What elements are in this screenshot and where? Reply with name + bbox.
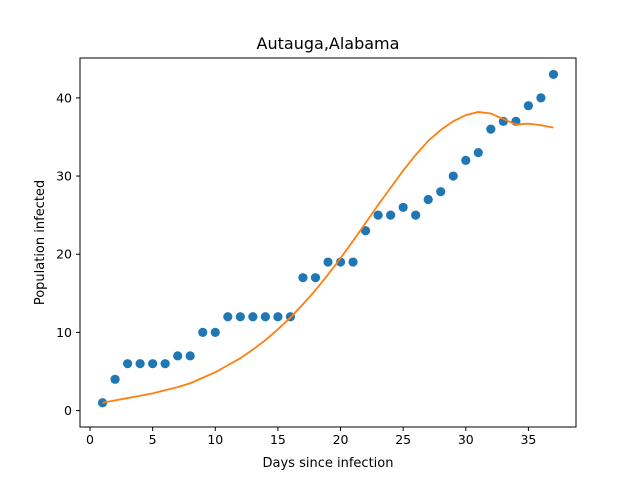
axes-frame [79, 57, 577, 428]
data-point [248, 312, 258, 322]
data-point [548, 69, 559, 80]
data-point [185, 351, 195, 361]
x-tick-label: 5 [149, 432, 157, 447]
data-point [398, 202, 408, 212]
data-point [373, 210, 383, 220]
data-point [423, 194, 433, 205]
y-axis-label: Population infected [33, 180, 48, 305]
data-point [260, 312, 270, 322]
x-tick-label: 0 [86, 432, 94, 447]
data-point [310, 273, 321, 283]
data-point [386, 210, 396, 220]
y-tick-label: 10 [56, 325, 72, 340]
data-point [523, 101, 534, 111]
data-point [235, 312, 245, 322]
x-axis-label: Days since infection [263, 456, 394, 471]
y-tick-label: 30 [56, 169, 72, 184]
y-tick-label: 20 [56, 247, 72, 262]
x-tick-label: 25 [395, 432, 411, 447]
data-point [198, 327, 208, 337]
y-tick-label: 0 [64, 403, 72, 418]
data-point [223, 312, 233, 322]
data-point [298, 273, 308, 283]
data-point [436, 187, 446, 197]
data-point [348, 257, 358, 267]
x-tick-label: 15 [270, 432, 286, 447]
data-point [473, 148, 483, 158]
data-point [360, 226, 371, 236]
data-point [135, 359, 145, 369]
x-tick-label: 30 [458, 432, 474, 447]
plot-area [97, 69, 559, 408]
data-point [110, 374, 120, 384]
x-tick-label: 35 [520, 432, 536, 447]
data-point [486, 124, 496, 134]
data-point [448, 171, 458, 181]
data-point [123, 359, 133, 369]
data-point [461, 155, 471, 166]
y-tick-label: 40 [56, 90, 72, 105]
data-point [411, 210, 421, 220]
axes: 0 5 10 15 20 25 30 35 0 10 20 30 40 [56, 90, 536, 447]
data-point [160, 359, 170, 369]
x-tick-label: 20 [333, 432, 349, 447]
data-point [323, 257, 333, 267]
data-point [536, 93, 546, 103]
data-point [210, 327, 220, 337]
fit-line [102, 111, 554, 404]
data-point [273, 312, 283, 322]
data-point [173, 351, 183, 361]
data-point [148, 359, 158, 369]
chart-title: Autauga,Alabama [257, 34, 400, 53]
x-tick-label: 10 [207, 432, 223, 447]
